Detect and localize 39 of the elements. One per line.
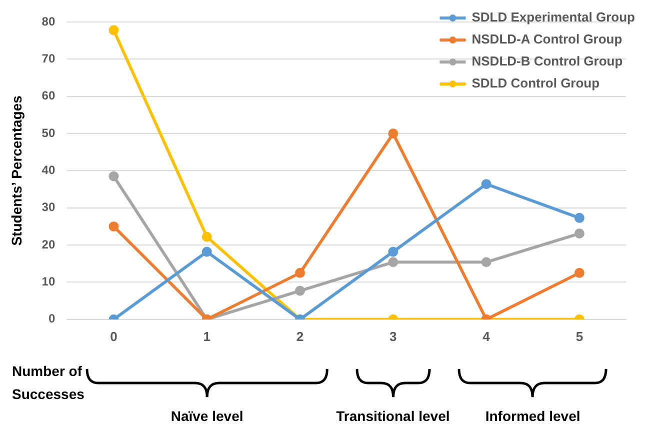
y-tick-label: 70 [42, 51, 56, 66]
point [202, 232, 212, 242]
text: Informed level [485, 408, 580, 424]
point [108, 25, 119, 36]
y-tick-label: 0 [48, 312, 56, 326]
y-tick-label: 20 [42, 237, 56, 252]
y-tick-label: 50 [42, 126, 56, 140]
point [574, 212, 584, 223]
legend-label: NSDLD-A Control Group [472, 32, 622, 47]
x-tick-label: 2 [296, 328, 304, 344]
point [202, 246, 212, 257]
point [108, 221, 119, 232]
y-tick-label: 10 [42, 274, 56, 289]
point [574, 268, 584, 278]
point [108, 171, 119, 182]
point [481, 257, 492, 268]
text: Number of Successes [12, 362, 86, 404]
x-tick-label: 3 [390, 328, 397, 344]
point [388, 257, 398, 268]
point [388, 246, 398, 257]
legend-label: NSDLD-B Control Group [472, 54, 623, 69]
x-tick-label: 5 [576, 328, 584, 344]
x-tick-label: 1 [203, 328, 210, 344]
point [388, 128, 398, 139]
y-tick-label: 40 [42, 163, 56, 178]
text: Naïve level [170, 408, 244, 424]
x-tick-label: 0 [110, 328, 118, 344]
point [295, 268, 306, 278]
y-tick-label: 30 [42, 200, 56, 214]
y-tick-label: 60 [42, 88, 56, 103]
y-axis-title: Students’ Percentages [8, 95, 24, 246]
point [481, 179, 492, 190]
legend-label: SDLD Experimental Group [472, 10, 636, 25]
point [574, 228, 584, 239]
y-tick-label: 80 [42, 14, 56, 28]
point [295, 286, 306, 296]
legend-label: SDLD Control Group [472, 76, 600, 91]
x-tick-label: 4 [482, 328, 491, 344]
text: Transitional level [336, 408, 450, 424]
